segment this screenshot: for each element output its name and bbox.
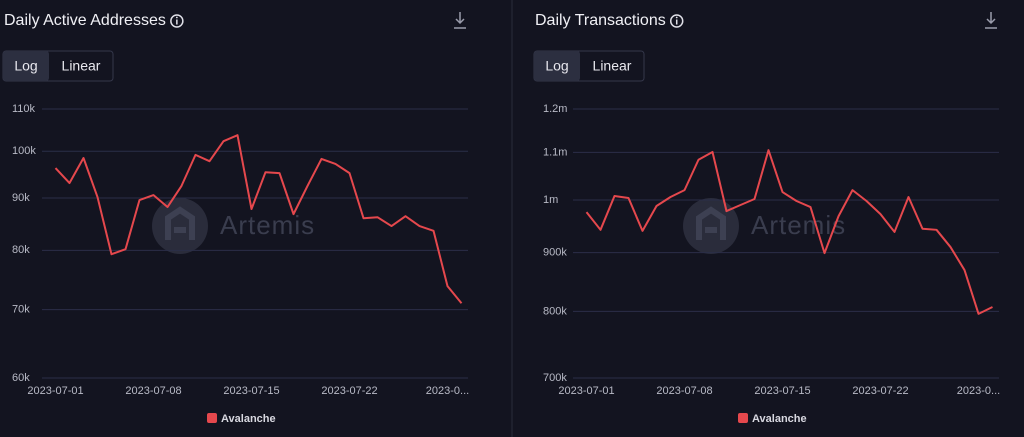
x-tick-label: 2023-0... bbox=[957, 385, 1000, 397]
chart-panel: Daily TransactionsLogLinearLogArtemis700… bbox=[533, 12, 1000, 425]
y-tick-label: 110k bbox=[12, 103, 36, 115]
y-tick-label: 70k bbox=[12, 303, 30, 315]
x-tick-label: 2023-07-08 bbox=[125, 385, 181, 397]
data-line bbox=[585, 149, 993, 315]
x-tick-label: 2023-07-15 bbox=[223, 385, 279, 397]
info-icon-dot bbox=[175, 16, 178, 19]
info-icon-dot bbox=[675, 16, 678, 19]
y-tick-label: 100k bbox=[12, 145, 36, 157]
x-tick-label: 2023-07-22 bbox=[321, 385, 377, 397]
x-tick-label: 2023-0... bbox=[426, 385, 469, 397]
scale-button-label[interactable]: Linear bbox=[62, 58, 101, 74]
y-tick-label: 1m bbox=[543, 194, 558, 206]
scale-button[interactable] bbox=[534, 51, 580, 81]
chart-title: Daily Active Addresses bbox=[4, 12, 166, 29]
y-tick-label: 60k bbox=[12, 372, 30, 384]
y-tick-label: 80k bbox=[12, 244, 30, 256]
watermark: Artemis bbox=[220, 210, 315, 240]
y-tick-label: 900k bbox=[543, 246, 567, 258]
scale-button[interactable] bbox=[3, 51, 49, 81]
y-tick-label: 1.1m bbox=[543, 146, 567, 158]
chart-panel: Daily Active AddressesLogLinearLogArtemi… bbox=[2, 12, 469, 425]
info-icon[interactable] bbox=[669, 14, 684, 28]
x-tick-label: 2023-07-01 bbox=[27, 385, 83, 397]
x-tick-label: 2023-07-22 bbox=[852, 385, 908, 397]
legend-label[interactable]: Avalanche bbox=[752, 413, 807, 425]
watermark-logo-mark bbox=[696, 206, 726, 240]
download-icon[interactable] bbox=[985, 12, 997, 29]
y-tick-label: 700k bbox=[543, 372, 567, 384]
legend-label[interactable]: Avalanche bbox=[221, 413, 276, 425]
scale-button-label[interactable]: Linear bbox=[593, 58, 632, 74]
y-tick-label: 1.2m bbox=[543, 103, 567, 115]
scale-button-label[interactable]: Log bbox=[14, 58, 37, 74]
watermark-logo-mark bbox=[165, 206, 195, 240]
y-tick-label: 800k bbox=[543, 305, 567, 317]
legend-swatch[interactable] bbox=[738, 413, 748, 423]
x-tick-label: 2023-07-15 bbox=[754, 385, 810, 397]
info-icon[interactable] bbox=[170, 14, 184, 28]
watermark: Artemis bbox=[751, 210, 846, 240]
chart-title: Daily Transactions bbox=[535, 12, 666, 29]
legend-swatch[interactable] bbox=[207, 413, 217, 423]
x-tick-label: 2023-07-01 bbox=[558, 385, 614, 397]
data-line bbox=[54, 134, 463, 304]
y-tick-label: 90k bbox=[12, 192, 30, 204]
scale-button-label[interactable]: Log bbox=[545, 58, 568, 74]
download-icon[interactable] bbox=[454, 12, 466, 29]
x-tick-label: 2023-07-08 bbox=[656, 385, 712, 397]
